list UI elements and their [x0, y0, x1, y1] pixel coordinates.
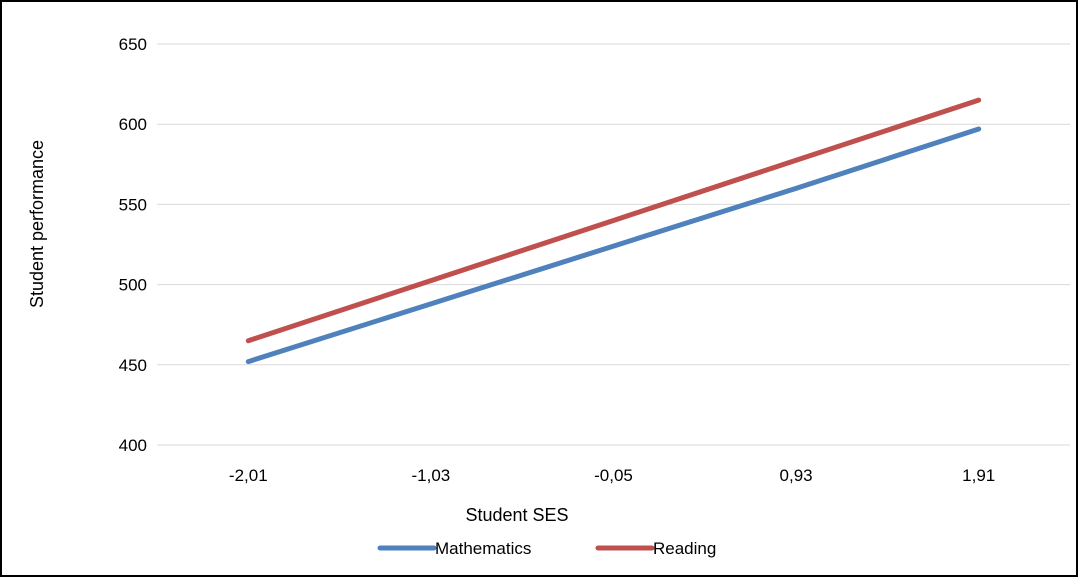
x-axis-label: Student SES	[465, 505, 568, 525]
legend-label-reading: Reading	[653, 539, 716, 558]
y-tick-label: 400	[119, 436, 147, 455]
series-line-mathematics	[245, 126, 982, 365]
x-axis-tick-labels: -2,01 -1,03 -0,05 0,93 1,91	[229, 466, 995, 485]
series-line-reading	[245, 97, 982, 344]
x-tick-label: -2,01	[229, 466, 268, 485]
y-tick-label: 600	[119, 115, 147, 134]
x-tick-label: -0,05	[594, 466, 633, 485]
y-tick-label: 450	[119, 356, 147, 375]
y-tick-label: 650	[119, 35, 147, 54]
series-lines	[245, 97, 982, 365]
legend: Mathematics Reading	[377, 539, 716, 558]
y-tick-label: 550	[119, 195, 147, 214]
y-tick-label: 500	[119, 276, 147, 295]
y-axis-tick-labels: 400 450 500 550 600 650	[119, 35, 147, 455]
y-axis-label: Student performance	[27, 140, 47, 308]
x-tick-label: 0,93	[780, 466, 813, 485]
x-tick-label: -1,03	[412, 466, 451, 485]
x-tick-label: 1,91	[962, 466, 995, 485]
legend-label-mathematics: Mathematics	[435, 539, 531, 558]
gridlines	[157, 43, 1070, 446]
